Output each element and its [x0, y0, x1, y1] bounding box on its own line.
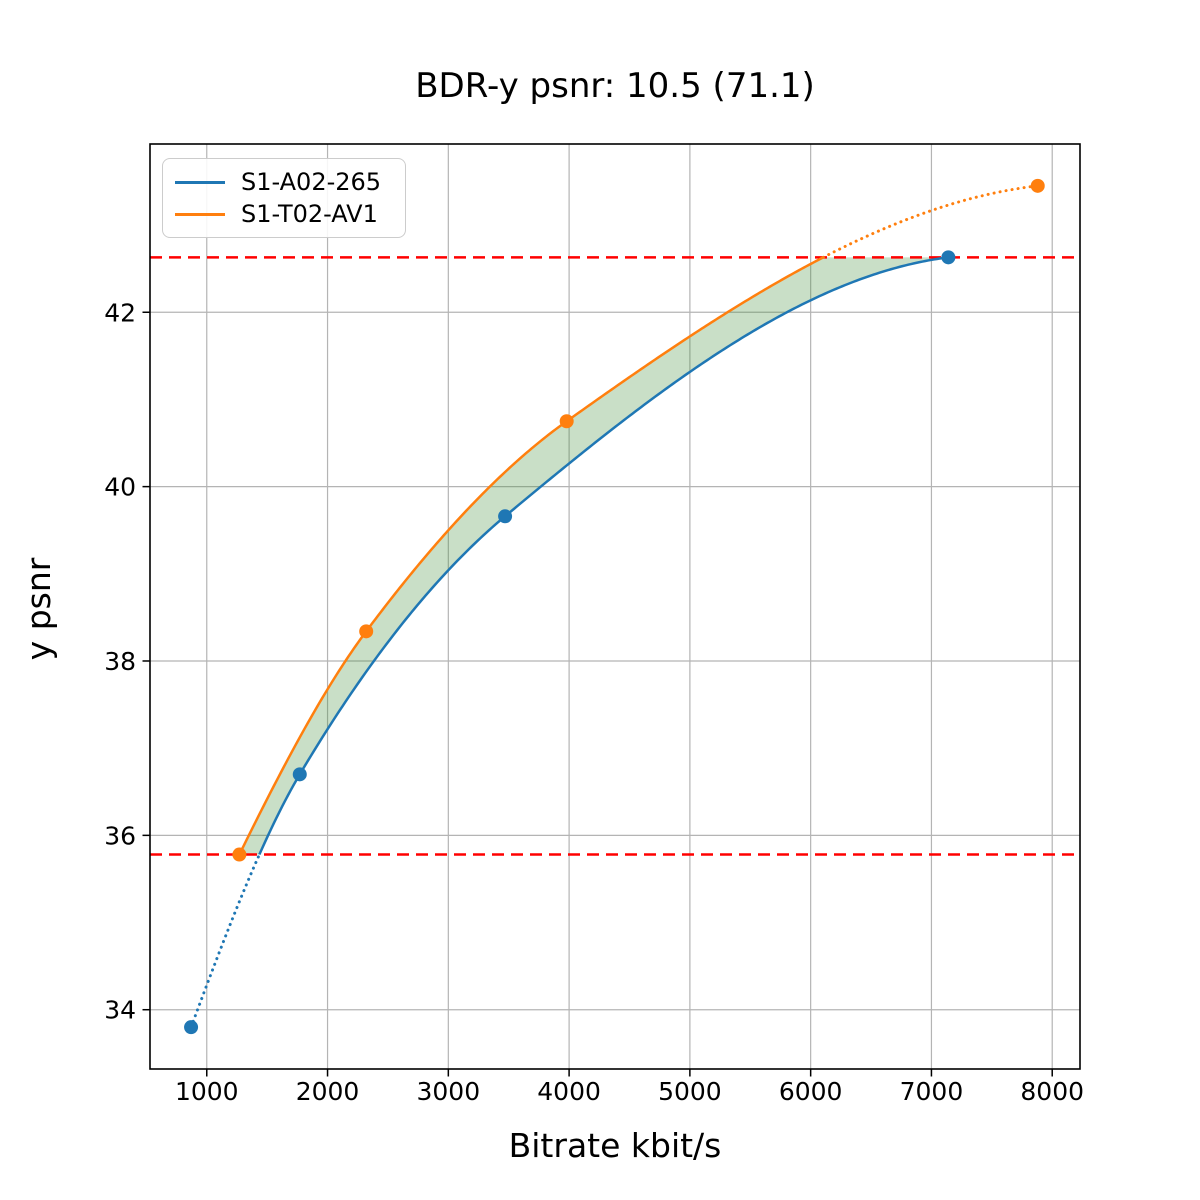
x-tick-label: 3000 [417, 1077, 481, 1106]
data-point-s1-a02-265 [292, 767, 307, 782]
y-tick-label: 38 [104, 647, 136, 676]
x-tick-label: 2000 [296, 1077, 360, 1106]
x-tick-label: 6000 [779, 1077, 843, 1106]
curve-dotted-s1-t02-av1 [821, 184, 1040, 259]
legend: S1-A02-265 S1-T02-AV1 [162, 158, 407, 238]
y-tick-label: 34 [104, 996, 136, 1025]
legend-item-s1-a02-265: S1-A02-265 [175, 167, 381, 197]
legend-line-swatch-orange [175, 212, 225, 216]
bd-fill-area [239, 257, 949, 855]
data-point-s1-a02-265 [498, 509, 513, 524]
data-point-s1-t02-av1 [559, 414, 574, 429]
y-tick-label: 42 [104, 298, 136, 327]
data-point-s1-a02-265 [941, 250, 956, 265]
x-tick-label: 5000 [658, 1077, 722, 1106]
axes-spines [149, 143, 1081, 1070]
legend-item-s1-t02-av1: S1-T02-AV1 [175, 199, 381, 229]
x-tick-label: 1000 [175, 1077, 239, 1106]
x-tick-label: 4000 [537, 1077, 601, 1106]
data-point-s1-t02-av1 [1030, 178, 1045, 193]
legend-line-swatch-blue [175, 180, 225, 184]
legend-label-s1-t02-av1: S1-T02-AV1 [241, 200, 378, 228]
curve-dotted-s1-a02-265 [189, 853, 261, 1029]
data-point-s1-t02-av1 [359, 624, 374, 639]
curve-solid-s1-a02-265 [258, 256, 949, 856]
x-tick-label: 8000 [1020, 1077, 1084, 1106]
data-point-s1-t02-av1 [232, 847, 247, 862]
curve-solid-s1-t02-av1 [238, 256, 824, 856]
chart-title: BDR-y psnr: 10.5 (71.1) [415, 66, 815, 106]
x-axis-label: Bitrate kbit/s [508, 1126, 722, 1165]
y-tick-label: 36 [104, 821, 136, 850]
data-point-s1-a02-265 [184, 1020, 199, 1035]
x-tick-label: 7000 [900, 1077, 964, 1106]
legend-label-s1-a02-265: S1-A02-265 [241, 168, 382, 196]
y-tick-label: 40 [104, 473, 136, 502]
